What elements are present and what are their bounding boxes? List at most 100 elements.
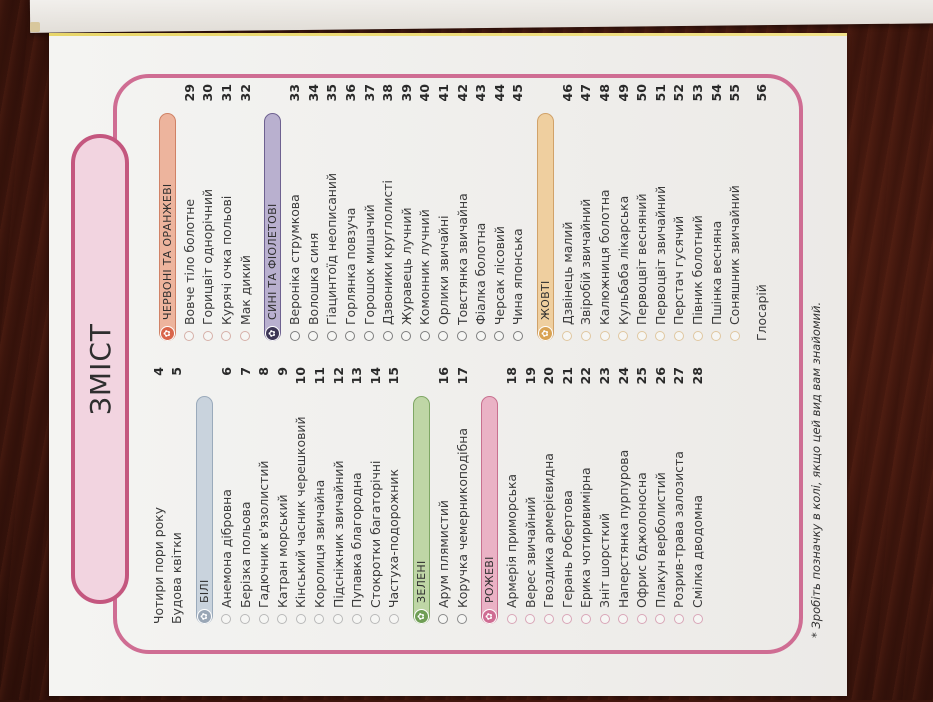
flower-entry: Берізка польова 7 <box>236 367 255 624</box>
page-number: 7 <box>237 367 253 376</box>
flower-entry: Частуха-подорожник 15 <box>385 367 404 624</box>
entry-name: Частуха-подорожник <box>386 469 402 608</box>
checkbox-circle-icon[interactable] <box>382 331 393 341</box>
checkbox-circle-icon[interactable] <box>370 614 381 624</box>
contents-entry: Чотири пори року 4 <box>149 367 168 624</box>
page-number: 51 <box>652 84 668 102</box>
entry-name: Коручка чемерникоподібна <box>454 428 470 608</box>
checkbox-circle-icon[interactable] <box>240 331 251 341</box>
checkbox-circle-icon[interactable] <box>692 331 703 341</box>
checkbox-circle-icon[interactable] <box>580 331 591 341</box>
flower-entry: Підсніжник звичайний 12 <box>329 367 348 624</box>
page-number: 42 <box>454 84 470 102</box>
entry-name: Комонник лучний <box>417 209 433 325</box>
checkbox-circle-icon[interactable] <box>419 331 430 341</box>
flower-entry: Вероніка струмкова 33 <box>285 84 304 341</box>
flower-entry: Волошка синя 34 <box>304 84 323 341</box>
book-corner <box>30 22 40 32</box>
flower-entry: Стокротки багаторічні 14 <box>366 367 385 624</box>
checkbox-circle-icon[interactable] <box>636 331 647 341</box>
flower-entry: Верес звичайний 19 <box>521 367 540 624</box>
book-page: ЗМІСТ Чотири пори року 4 Будова квітки 5 ✿ БІ… <box>49 33 847 696</box>
flower-entry: Курячі очка польові 31 <box>217 84 236 341</box>
checkbox-circle-icon[interactable] <box>580 614 591 624</box>
checkbox-circle-icon[interactable] <box>388 614 399 624</box>
checkbox-circle-icon[interactable] <box>692 614 703 624</box>
page-number: 11 <box>311 367 327 385</box>
checkbox-circle-icon[interactable] <box>314 614 325 624</box>
checkbox-circle-icon[interactable] <box>401 331 412 341</box>
checkbox-circle-icon[interactable] <box>599 331 610 341</box>
checkbox-circle-icon[interactable] <box>729 331 740 341</box>
checkbox-circle-icon[interactable] <box>438 331 449 341</box>
entry-name: Черсак лісовий <box>491 226 507 325</box>
page-number: 4 <box>150 367 166 376</box>
checkbox-circle-icon[interactable] <box>494 331 505 341</box>
entry-name: Волошка синя <box>305 232 321 325</box>
checkbox-circle-icon[interactable] <box>345 331 356 341</box>
entry-name: Товстянка звичайна <box>454 193 470 325</box>
checkbox-circle-icon[interactable] <box>711 331 722 341</box>
entry-name: Верес звичайний <box>522 496 538 608</box>
checkbox-circle-icon[interactable] <box>333 614 344 624</box>
entry-name: Стокротки багаторічні <box>367 460 383 608</box>
flower-badge-icon: ✿ <box>414 609 430 624</box>
flower-entry: Пшінка весняна 54 <box>707 84 726 341</box>
entry-name: Кінський часник черешковий <box>293 416 309 608</box>
flower-entry: Коручка чемерникоподібна 17 <box>453 367 472 624</box>
checkbox-circle-icon[interactable] <box>308 331 319 341</box>
category-label: ЧЕРВОНІ ТА ОРАНЖЕВІ <box>161 183 174 320</box>
page-number: 45 <box>510 84 526 102</box>
checkbox-circle-icon[interactable] <box>673 331 684 341</box>
page-number: 38 <box>380 84 396 102</box>
checkbox-circle-icon[interactable] <box>512 331 523 341</box>
page-number: 36 <box>342 84 358 102</box>
checkbox-circle-icon[interactable] <box>277 614 288 624</box>
page-number: 31 <box>218 84 234 102</box>
checkbox-circle-icon[interactable] <box>221 331 232 341</box>
checkbox-circle-icon[interactable] <box>562 331 573 341</box>
checkbox-circle-icon[interactable] <box>636 614 647 624</box>
flower-entry: Горицвіт однорічний 30 <box>199 84 218 341</box>
page-number: 18 <box>504 367 520 385</box>
checkbox-circle-icon[interactable] <box>295 614 306 624</box>
entry-name: Півник болотний <box>690 215 706 325</box>
checkbox-circle-icon[interactable] <box>351 614 362 624</box>
checkbox-circle-icon[interactable] <box>525 614 536 624</box>
category-header-red-orange: ✿ ЧЕРВОНІ ТА ОРАНЖЕВІ <box>159 113 176 341</box>
checkbox-circle-icon[interactable] <box>618 614 629 624</box>
page-number: 5 <box>169 367 185 376</box>
flower-entry: Арум плямистий 16 <box>434 367 453 624</box>
checkbox-circle-icon[interactable] <box>364 331 375 341</box>
checkbox-circle-icon[interactable] <box>618 331 629 341</box>
checkbox-circle-icon[interactable] <box>673 614 684 624</box>
checkbox-circle-icon[interactable] <box>457 614 468 624</box>
checkbox-circle-icon[interactable] <box>258 614 269 624</box>
checkbox-circle-icon[interactable] <box>289 331 300 341</box>
checkbox-circle-icon[interactable] <box>475 331 486 341</box>
checkbox-circle-icon[interactable] <box>326 331 337 341</box>
checkbox-circle-icon[interactable] <box>221 614 232 624</box>
page-number: 48 <box>597 84 613 102</box>
checkbox-circle-icon[interactable] <box>655 614 666 624</box>
flower-entry: Комонник лучний 40 <box>416 84 435 341</box>
checkbox-circle-icon[interactable] <box>655 331 666 341</box>
page-number: 49 <box>615 84 631 102</box>
page-number: 32 <box>237 84 253 102</box>
checkbox-circle-icon[interactable] <box>202 331 213 341</box>
checkbox-circle-icon[interactable] <box>457 331 468 341</box>
page-number: 9 <box>274 367 290 376</box>
page-number: 22 <box>578 367 594 385</box>
entry-name: Курячі очка польові <box>218 195 234 325</box>
checkbox-circle-icon[interactable] <box>562 614 573 624</box>
checkbox-circle-icon[interactable] <box>184 331 195 341</box>
entry-name: Чотири пори року <box>150 506 166 624</box>
checkbox-circle-icon[interactable] <box>240 614 251 624</box>
page-number: 52 <box>671 84 687 102</box>
checkbox-circle-icon[interactable] <box>543 614 554 624</box>
checkbox-circle-icon[interactable] <box>438 614 449 624</box>
checkbox-circle-icon[interactable] <box>506 614 517 624</box>
entry-name: Берізка польова <box>237 501 253 608</box>
flower-entry: Черсак лісовий 44 <box>490 84 509 341</box>
checkbox-circle-icon[interactable] <box>599 614 610 624</box>
